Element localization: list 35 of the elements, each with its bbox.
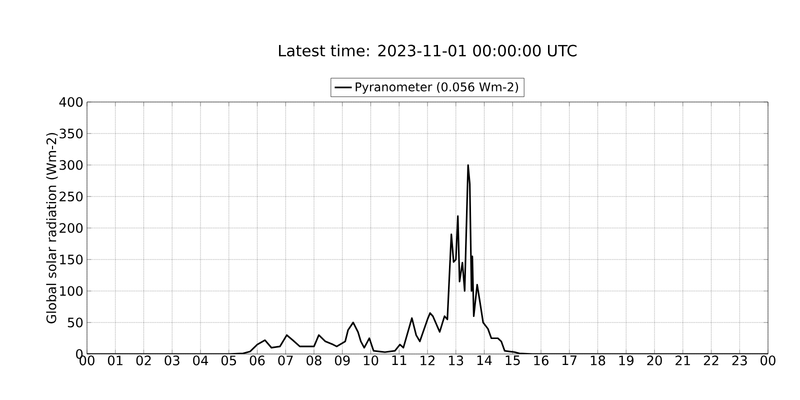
- x-tick-label: 11: [392, 356, 406, 366]
- legend-label: Pyranometer (0.056 Wm-2): [356, 82, 518, 94]
- x-tick-label: 01: [108, 356, 122, 366]
- x-tick-label: 21: [676, 356, 690, 366]
- x-tick-label: 20: [647, 356, 662, 366]
- x-tick-label: 23: [732, 356, 747, 366]
- x-tick-label: 15: [506, 356, 520, 366]
- x-tick-label: 22: [704, 356, 718, 366]
- x-tick-label: 00: [760, 356, 776, 366]
- x-tick-label: 07: [278, 356, 293, 366]
- x-tick-label: 03: [164, 356, 180, 366]
- x-tick-label: 08: [306, 356, 322, 366]
- y-tick-label: 150: [60, 254, 83, 264]
- y-axis-title: Global solar radiation (Wm-2): [46, 133, 58, 324]
- x-tick-label: 04: [193, 356, 208, 366]
- x-tick-label: 13: [449, 356, 464, 366]
- x-tick-label: 14: [477, 356, 492, 366]
- x-tick-label: 05: [221, 356, 236, 366]
- x-tick-label: 10: [364, 356, 378, 366]
- y-tick-label: 100: [60, 286, 83, 296]
- x-tick-label: 09: [334, 356, 350, 366]
- x-tick-label: 17: [562, 356, 577, 366]
- x-tick-label: 19: [619, 356, 634, 366]
- y-tick-label: 300: [60, 160, 83, 170]
- y-tick-label: 400: [59, 97, 83, 107]
- chart-title: Latest time: 2023-11-01 00:00:00 UTC: [279, 44, 577, 56]
- y-tick-label: 200: [60, 223, 83, 233]
- y-tick-label: 250: [60, 192, 83, 202]
- x-tick-label: 02: [136, 356, 151, 366]
- x-tick-label: 16: [534, 356, 548, 366]
- x-tick-label: 12: [420, 356, 434, 366]
- y-tick-label: 50: [68, 318, 83, 328]
- x-tick-label: 06: [250, 356, 265, 366]
- y-tick-label: 350: [60, 128, 83, 138]
- x-tick-label: 18: [590, 356, 606, 366]
